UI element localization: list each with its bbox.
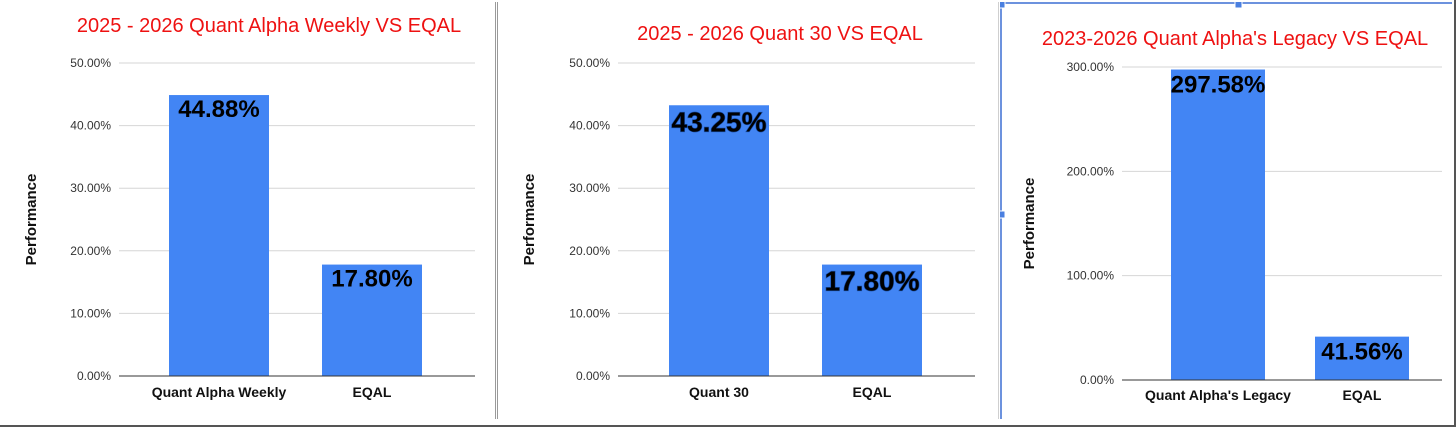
chart-title: 2023-2026 Quant Alpha's Legacy VS EQAL	[1042, 28, 1428, 50]
chart-panel-quant-30[interactable]: 2025 - 2026 Quant 30 VS EQAL Performance 0…	[501, 2, 999, 419]
y-tick-label: 50.00%	[70, 56, 111, 70]
bar-eqal[interactable]	[822, 264, 922, 376]
bar-quant-alpha-weekly[interactable]	[169, 95, 269, 376]
y-axis-label: Performance	[1021, 178, 1038, 270]
x-tick-label: Quant Alpha's Legacy	[1145, 387, 1291, 403]
y-tick-label: 20.00%	[569, 244, 610, 258]
y-tick-label: 40.00%	[70, 119, 111, 133]
data-label: 41.56%	[1321, 339, 1402, 366]
data-label: 297.58%	[1171, 72, 1266, 99]
x-tick-label: Quant Alpha Weekly	[152, 384, 287, 400]
chart-title: 2025 - 2026 Quant 30 VS EQAL	[637, 23, 923, 45]
y-tick-label: 50.00%	[569, 56, 610, 70]
bar-eqal[interactable]	[1315, 336, 1409, 380]
y-tick-label: 100.00%	[1067, 269, 1115, 283]
y-tick-label: 10.00%	[70, 306, 111, 320]
data-label: 43.25%	[672, 106, 767, 137]
y-axis-label: Performance	[23, 174, 40, 266]
resize-handle[interactable]	[1000, 2, 1006, 9]
x-tick-label: Quant 30	[689, 384, 749, 400]
chart-panel-quant-alpha-weekly[interactable]: 2025 - 2026 Quant Alpha Weekly VS EQAL Pe…	[2, 2, 498, 419]
y-tick-label: 20.00%	[70, 244, 111, 258]
x-tick-label: EQAL	[353, 384, 392, 400]
y-axis-label: Performance	[521, 174, 538, 266]
chart-title: 2025 - 2026 Quant Alpha Weekly VS EQAL	[77, 15, 461, 37]
y-tick-label: 200.00%	[1067, 164, 1115, 178]
y-tick-label: 10.00%	[569, 306, 610, 320]
chart-svg-quant-30: 2025 - 2026 Quant 30 VS EQAL Performance 0…	[521, 23, 975, 400]
chart-svg-quant-alpha-weekly: 2025 - 2026 Quant Alpha Weekly VS EQAL Pe…	[23, 15, 475, 400]
y-tick-label: 30.00%	[569, 181, 610, 195]
resize-handle[interactable]	[1234, 2, 1243, 9]
y-tick-label: 40.00%	[569, 119, 610, 133]
chart-panel-quant-alpha-legacy[interactable]: 2023-2026 Quant Alpha's Legacy VS EQAL Pe…	[1000, 2, 1452, 419]
x-tick-label: EQAL	[1343, 387, 1382, 403]
y-tick-label: 0.00%	[576, 369, 610, 383]
data-label: 44.88%	[178, 96, 259, 123]
bar-quant-30[interactable]	[669, 105, 769, 376]
y-tick-label: 30.00%	[70, 181, 111, 195]
y-tick-label: 0.00%	[77, 369, 111, 383]
data-label: 17.80%	[331, 266, 412, 293]
y-tick-label: 0.00%	[1080, 373, 1114, 387]
resize-handle[interactable]	[1000, 210, 1006, 219]
bar-quant-alpha-s-legacy[interactable]	[1171, 69, 1265, 380]
y-tick-label: 300.00%	[1067, 60, 1115, 74]
bar-eqal[interactable]	[322, 264, 422, 376]
x-tick-label: EQAL	[853, 384, 892, 400]
chart-svg-quant-alpha-legacy: 2023-2026 Quant Alpha's Legacy VS EQAL Pe…	[1000, 2, 1452, 419]
data-label: 17.80%	[825, 266, 920, 297]
